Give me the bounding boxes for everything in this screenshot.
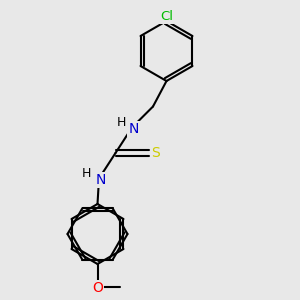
- Text: H: H: [82, 167, 91, 180]
- Text: Cl: Cl: [160, 10, 173, 23]
- Text: S: S: [152, 146, 160, 160]
- Text: N: N: [128, 122, 139, 136]
- Text: O: O: [92, 281, 103, 295]
- Text: H: H: [117, 116, 126, 130]
- Text: N: N: [95, 173, 106, 187]
